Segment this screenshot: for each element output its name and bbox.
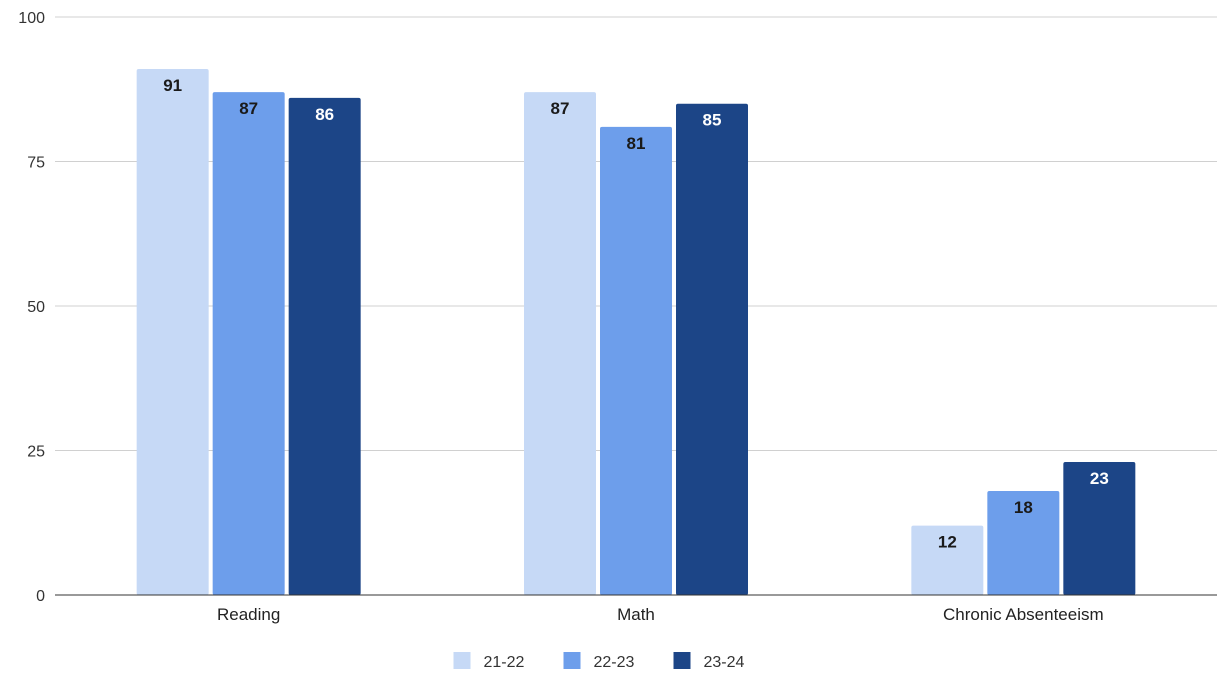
data-label: 18 — [1014, 498, 1033, 517]
legend-swatch — [563, 652, 581, 669]
bar — [911, 525, 984, 595]
x-tick-label: Math — [617, 605, 655, 624]
y-tick-label: 0 — [36, 588, 45, 605]
y-axis-ticks: 0 25 50 75 100 — [18, 10, 45, 605]
legend-label: 22-23 — [594, 654, 635, 671]
bars — [136, 69, 1136, 596]
bar — [212, 92, 285, 595]
y-tick-label: 50 — [27, 299, 45, 316]
data-labels: 91 87 86 87 81 85 12 18 23 — [163, 76, 1109, 552]
y-tick-label: 25 — [27, 444, 45, 461]
legend-label: 23-24 — [704, 654, 745, 671]
data-label: 81 — [627, 134, 646, 153]
data-label: 23 — [1090, 469, 1109, 488]
x-tick-label: Chronic Absenteeism — [943, 605, 1104, 624]
legend-swatch — [453, 652, 471, 669]
legend-item: 23-24 — [673, 652, 745, 671]
data-label: 87 — [239, 99, 258, 118]
data-label: 86 — [315, 105, 334, 124]
data-label: 91 — [163, 76, 182, 95]
legend-label: 21-22 — [484, 654, 525, 671]
x-tick-label: Reading — [217, 605, 280, 624]
legend-item: 21-22 — [453, 652, 525, 671]
bar — [676, 103, 748, 595]
y-tick-label: 100 — [18, 10, 45, 27]
data-label: 87 — [551, 99, 570, 118]
bar — [987, 490, 1060, 595]
data-label: 12 — [938, 533, 957, 552]
x-axis-categories: Reading Math Chronic Absenteeism — [217, 605, 1104, 624]
bar — [1063, 462, 1136, 595]
bar — [600, 126, 672, 595]
legend: 21-22 22-23 23-24 — [453, 652, 745, 671]
bar — [288, 97, 361, 596]
data-label: 85 — [703, 111, 722, 130]
legend-swatch — [673, 652, 691, 669]
legend-item: 22-23 — [563, 652, 635, 671]
bar — [136, 69, 209, 595]
y-tick-label: 75 — [27, 155, 45, 172]
bar — [524, 92, 596, 595]
